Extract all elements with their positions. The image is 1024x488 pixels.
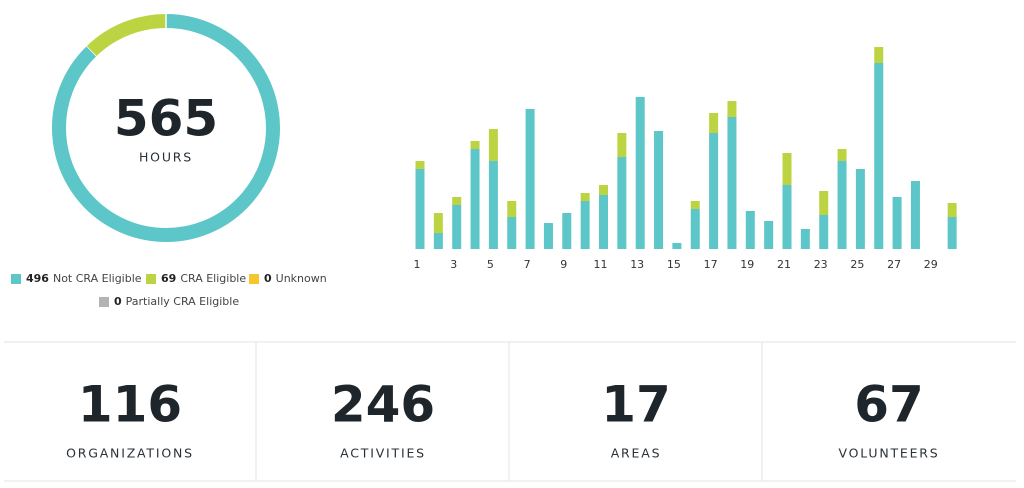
bar-segment xyxy=(543,223,553,249)
bar-segment xyxy=(507,217,517,249)
legend-label: Partially CRA Eligible xyxy=(126,295,240,308)
bar-segment xyxy=(800,229,810,249)
bar-segment xyxy=(727,117,737,249)
x-tick-label: 9 xyxy=(560,258,567,271)
legend-swatch xyxy=(146,274,156,284)
bar-segment xyxy=(525,109,535,249)
stat-label: ACTIVITIES xyxy=(340,446,426,461)
bar-segment xyxy=(690,209,700,249)
bar-segment xyxy=(709,133,719,249)
donut-segment xyxy=(86,14,167,57)
legend-entry: 0 Unknown xyxy=(264,272,327,285)
bar-segment xyxy=(580,193,590,201)
legend-value: 496 xyxy=(26,272,49,285)
bar-segment xyxy=(415,169,425,249)
x-tick-label: 27 xyxy=(887,258,901,271)
legend-entry: 496 Not CRA Eligible xyxy=(26,272,142,285)
x-tick-label: 17 xyxy=(704,258,718,271)
stat-label: AREAS xyxy=(611,446,662,461)
stat-value: 67 xyxy=(854,376,924,434)
bar-segment xyxy=(837,161,847,249)
bar-segment xyxy=(782,185,792,249)
x-tick-label: 1 xyxy=(414,258,421,271)
bar-segment xyxy=(709,113,719,133)
donut-segment xyxy=(52,14,280,242)
legend-swatch xyxy=(11,274,21,284)
x-tick-label: 13 xyxy=(630,258,644,271)
legend-value: 69 xyxy=(161,272,176,285)
x-tick-label: 23 xyxy=(814,258,828,271)
stat-label: VOLUNTEERS xyxy=(838,446,939,461)
bar-segment xyxy=(580,201,590,249)
legend-value: 0 xyxy=(264,272,272,285)
bar-segment xyxy=(672,243,682,249)
legend-entry: 69 CRA Eligible xyxy=(161,272,246,285)
donut-total: 565 xyxy=(114,90,218,148)
x-tick-label: 21 xyxy=(777,258,791,271)
bar-segment xyxy=(855,169,865,249)
bar-segment xyxy=(488,129,498,161)
bar-segment xyxy=(452,197,462,205)
x-tick-label: 19 xyxy=(740,258,754,271)
x-tick-label: 3 xyxy=(450,258,457,271)
bar-segment xyxy=(635,97,645,249)
bar-segment xyxy=(433,213,443,233)
bar-segment xyxy=(819,215,829,249)
bar-segment xyxy=(470,141,480,149)
bar-segment xyxy=(947,217,957,249)
bar-segment xyxy=(892,197,902,249)
legend-swatch xyxy=(249,274,259,284)
bar-segment xyxy=(599,195,608,249)
legend-label: Unknown xyxy=(276,272,327,285)
x-tick-label: 11 xyxy=(594,258,608,271)
bar-segment xyxy=(452,205,462,249)
bar-segment xyxy=(837,149,847,161)
stat-value: 17 xyxy=(601,376,671,434)
bar-segment xyxy=(470,149,480,249)
bar-segment xyxy=(819,191,829,215)
legend-swatch xyxy=(99,297,109,307)
legend-label: CRA Eligible xyxy=(180,272,246,285)
x-tick-label: 25 xyxy=(850,258,864,271)
bar-segment xyxy=(654,131,664,249)
stat-value: 246 xyxy=(331,376,435,434)
x-tick-label: 5 xyxy=(487,258,494,271)
donut-total-label: HOURS xyxy=(139,150,193,165)
bar-segment xyxy=(947,203,957,217)
bar-segment xyxy=(690,201,700,209)
legend-entry: 0 Partially CRA Eligible xyxy=(114,295,239,308)
bar-segment xyxy=(599,185,608,195)
legend-label: Not CRA Eligible xyxy=(53,272,142,285)
bar-segment xyxy=(874,63,884,249)
x-tick-label: 15 xyxy=(667,258,681,271)
bar-segment xyxy=(562,213,572,249)
bar-segment xyxy=(617,157,627,249)
x-tick-label: 7 xyxy=(524,258,531,271)
bar-segment xyxy=(488,161,498,249)
bar-segment xyxy=(433,233,443,249)
stat-value: 116 xyxy=(78,376,182,434)
bar-segment xyxy=(727,101,737,117)
legend-value: 0 xyxy=(114,295,122,308)
stat-label: ORGANIZATIONS xyxy=(66,446,194,461)
bar-segment xyxy=(617,133,627,157)
bar-segment xyxy=(764,221,774,249)
bar-segment xyxy=(415,161,425,169)
bar-segment xyxy=(910,181,920,249)
bar-segment xyxy=(782,153,792,185)
x-tick-label: 29 xyxy=(924,258,938,271)
bar-segment xyxy=(874,47,884,63)
bar-segment xyxy=(745,211,755,249)
bar-segment xyxy=(507,201,517,217)
